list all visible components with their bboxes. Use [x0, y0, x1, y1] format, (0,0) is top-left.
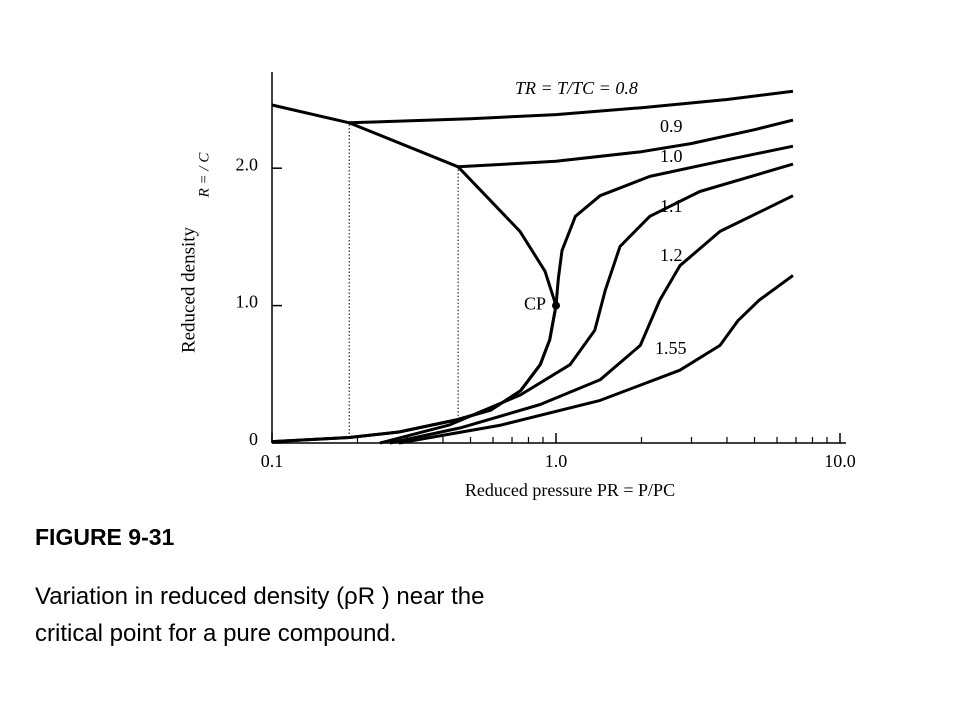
critical-point	[552, 301, 560, 310]
curve-label: TR = T/TC = 0.8	[515, 78, 638, 98]
x-tick-label: 10.0	[824, 451, 856, 471]
y-tick-label: 2.0	[236, 154, 259, 174]
x-tick-label: 1.0	[545, 451, 568, 471]
curve	[349, 89, 794, 125]
curve	[389, 194, 794, 445]
curve-label: 1.1	[660, 196, 683, 216]
curve-label: 1.55	[655, 338, 687, 358]
curve-label: 0.9	[660, 116, 683, 136]
curve	[271, 103, 558, 444]
critical-point-label: CP	[524, 294, 546, 314]
y-axis-symbol: R = / C	[196, 152, 212, 199]
caption-text: Variation in reduced density (ρR ) near …	[35, 583, 485, 647]
curve-label: 1.0	[660, 146, 683, 166]
chart: Reduced pressure PR = P/PC Reduced densi…	[178, 72, 856, 500]
caption-title: FIGURE 9-31	[35, 524, 175, 550]
curve	[271, 144, 794, 444]
x-axis-title: Reduced pressure PR = P/PC	[465, 480, 675, 500]
curve	[458, 118, 794, 169]
y-tick-label: 0	[249, 429, 258, 449]
x-tick-label: 0.1	[261, 451, 284, 471]
curve	[398, 274, 794, 445]
y-tick-label: 1.0	[236, 292, 259, 312]
y-axis-title: Reduced density	[178, 226, 199, 353]
curve-label: 1.2	[660, 245, 683, 265]
curve	[379, 162, 794, 445]
